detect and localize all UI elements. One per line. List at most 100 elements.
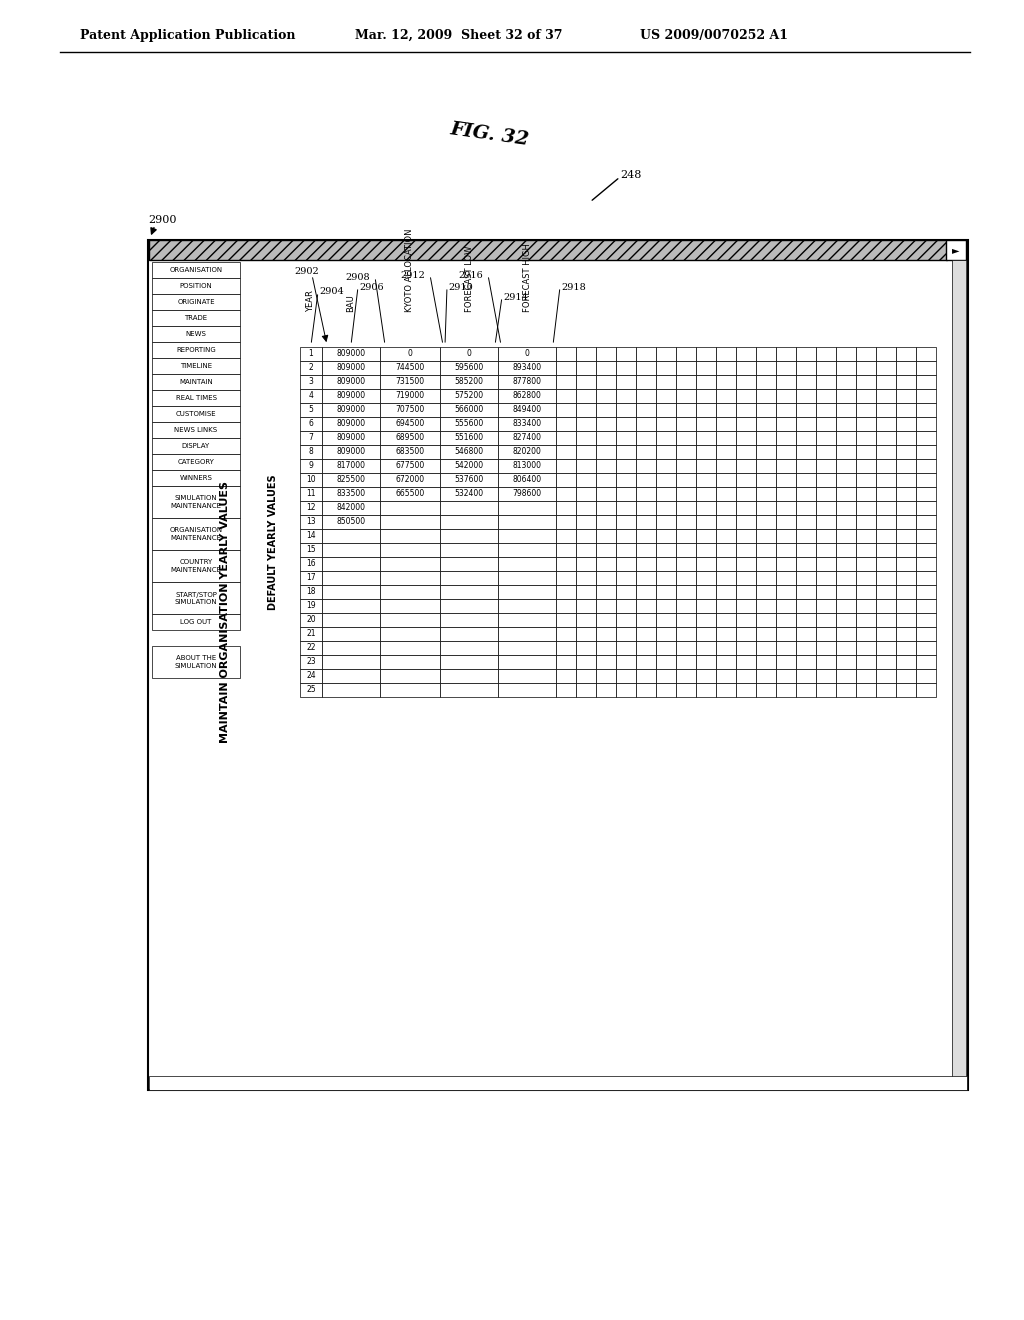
Bar xyxy=(776,585,796,599)
Bar xyxy=(575,557,596,572)
Bar xyxy=(575,543,596,557)
Bar xyxy=(896,375,916,389)
Bar xyxy=(836,445,856,459)
Bar xyxy=(596,627,616,642)
Bar xyxy=(656,557,676,572)
Text: 14: 14 xyxy=(306,532,315,540)
Text: 689500: 689500 xyxy=(395,433,425,442)
Bar xyxy=(876,612,896,627)
Bar xyxy=(816,403,836,417)
Bar xyxy=(796,529,816,543)
Bar xyxy=(676,682,696,697)
Bar xyxy=(696,473,716,487)
Bar xyxy=(676,389,696,403)
Bar xyxy=(616,487,636,502)
Text: CATEGORY: CATEGORY xyxy=(177,459,214,465)
Text: DISPLAY: DISPLAY xyxy=(182,444,210,449)
Bar xyxy=(152,454,240,470)
Bar xyxy=(816,375,836,389)
Bar xyxy=(776,543,796,557)
Bar xyxy=(856,572,876,585)
Bar xyxy=(322,655,380,669)
Bar xyxy=(322,585,380,599)
Bar xyxy=(736,347,756,360)
Bar xyxy=(856,585,876,599)
Bar xyxy=(616,572,636,585)
Bar xyxy=(656,347,676,360)
Bar xyxy=(656,502,676,515)
Bar xyxy=(556,389,575,403)
Bar xyxy=(440,599,498,612)
Bar xyxy=(440,389,498,403)
Bar xyxy=(796,585,816,599)
Bar xyxy=(856,375,876,389)
Bar xyxy=(575,473,596,487)
Bar xyxy=(380,572,440,585)
Bar xyxy=(836,515,856,529)
Bar xyxy=(856,642,876,655)
Bar xyxy=(150,1076,967,1090)
Bar xyxy=(896,389,916,403)
Bar xyxy=(876,473,896,487)
Bar xyxy=(656,655,676,669)
Bar xyxy=(716,360,736,375)
Text: 8: 8 xyxy=(308,447,313,457)
Bar xyxy=(676,445,696,459)
Bar xyxy=(440,487,498,502)
Text: ORIGINATE: ORIGINATE xyxy=(177,300,215,305)
Bar xyxy=(556,655,575,669)
Bar xyxy=(596,403,616,417)
Bar xyxy=(836,557,856,572)
Bar xyxy=(575,642,596,655)
Bar xyxy=(152,279,240,294)
Bar xyxy=(836,360,856,375)
Bar xyxy=(856,473,876,487)
Bar xyxy=(152,550,240,582)
Bar xyxy=(322,375,380,389)
Bar xyxy=(616,445,636,459)
Bar xyxy=(300,417,322,432)
Bar xyxy=(596,417,616,432)
Bar xyxy=(816,432,836,445)
Bar xyxy=(756,557,776,572)
Bar xyxy=(575,627,596,642)
Bar xyxy=(380,417,440,432)
Bar xyxy=(916,599,936,612)
Bar xyxy=(498,585,556,599)
Bar xyxy=(656,417,676,432)
Bar xyxy=(676,655,696,669)
Bar xyxy=(596,599,616,612)
Bar xyxy=(380,515,440,529)
Bar xyxy=(876,655,896,669)
Bar xyxy=(796,557,816,572)
Bar xyxy=(322,529,380,543)
Bar xyxy=(616,417,636,432)
Bar xyxy=(616,557,636,572)
Text: US 2009/0070252 A1: US 2009/0070252 A1 xyxy=(640,29,788,41)
Bar xyxy=(756,389,776,403)
Bar xyxy=(616,347,636,360)
Bar xyxy=(152,389,240,407)
Bar xyxy=(575,403,596,417)
Bar xyxy=(575,585,596,599)
Bar xyxy=(916,417,936,432)
Bar xyxy=(756,612,776,627)
Text: 21: 21 xyxy=(306,630,315,639)
Bar xyxy=(876,557,896,572)
Bar xyxy=(322,459,380,473)
Bar xyxy=(876,389,896,403)
Text: YEAR: YEAR xyxy=(306,290,315,312)
Text: 2918: 2918 xyxy=(561,282,586,292)
Bar xyxy=(322,642,380,655)
Bar xyxy=(676,502,696,515)
Bar xyxy=(696,375,716,389)
Bar xyxy=(856,543,876,557)
Bar xyxy=(776,642,796,655)
Text: 551600: 551600 xyxy=(455,433,483,442)
Bar xyxy=(696,502,716,515)
Bar xyxy=(636,585,656,599)
Bar xyxy=(152,342,240,358)
Bar xyxy=(636,403,656,417)
Bar xyxy=(876,445,896,459)
Bar xyxy=(916,682,936,697)
